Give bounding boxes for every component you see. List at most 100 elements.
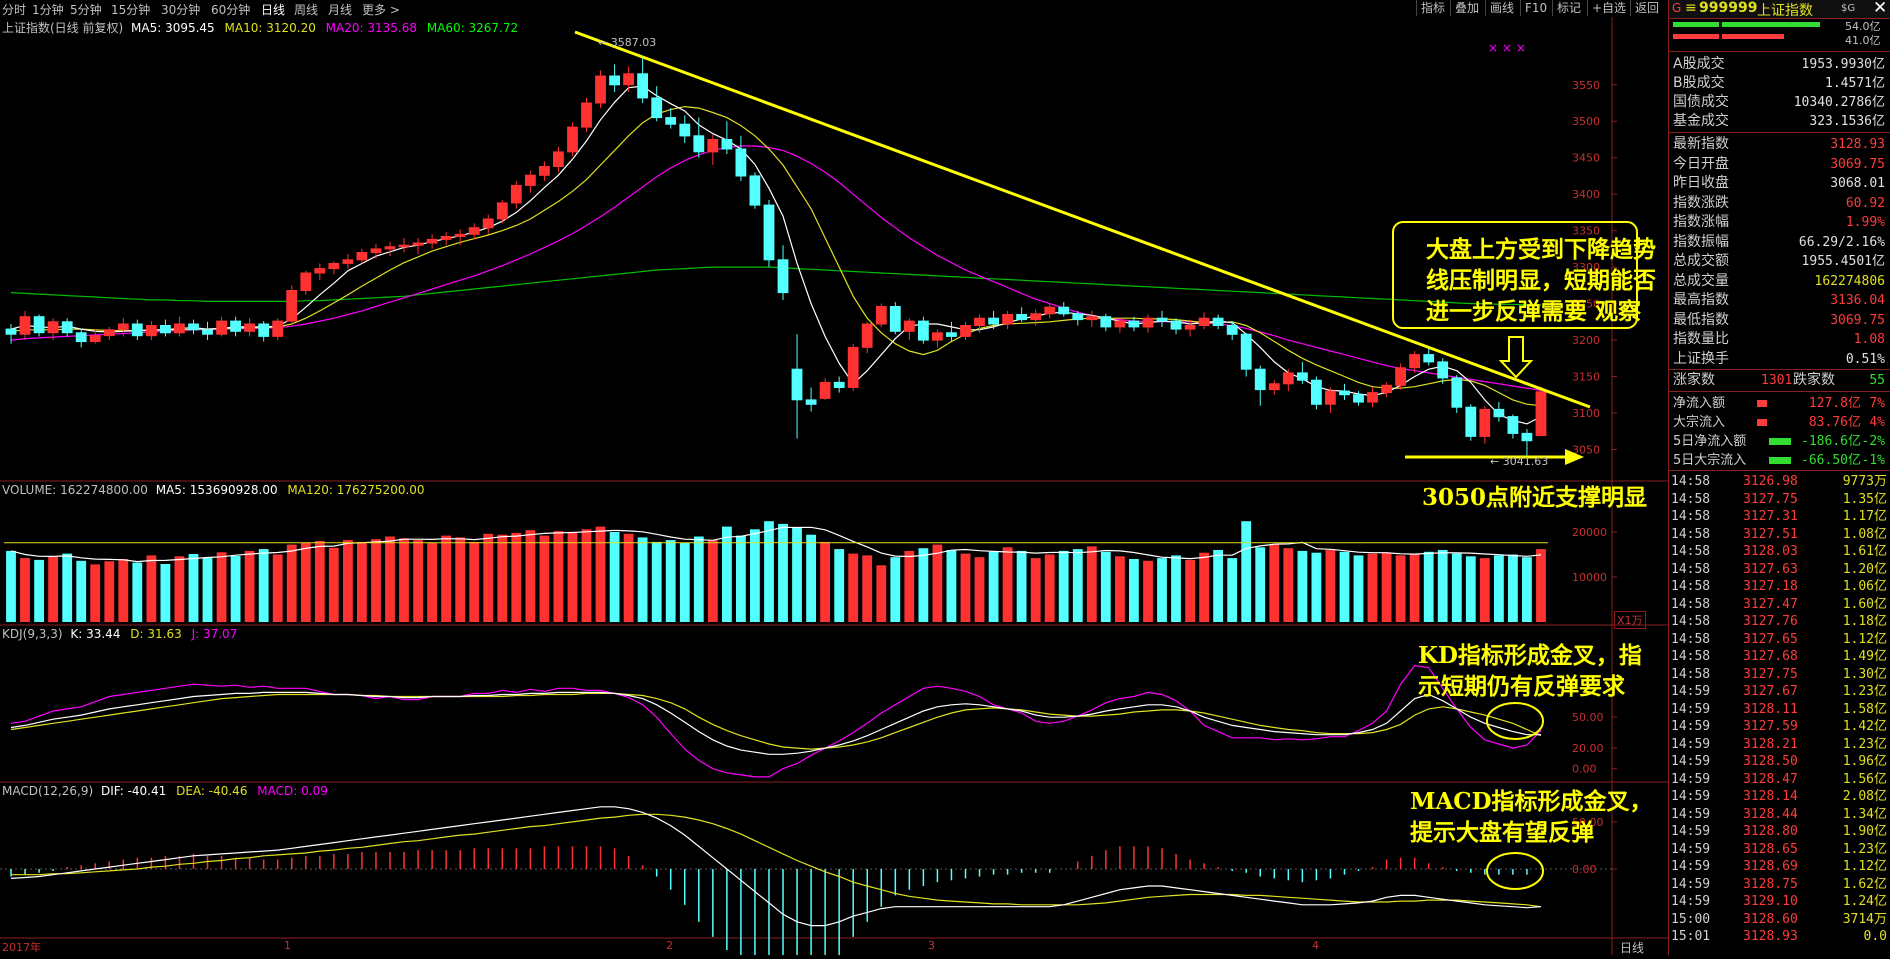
volume-bar: [48, 556, 58, 623]
tick-row: 14:59 3128.47 1.56亿: [1669, 771, 1890, 789]
volume-bar: [258, 549, 269, 622]
period-tab-5min[interactable]: 5分钟: [70, 3, 102, 17]
tick-row: 14:58 3127.65 1.12亿: [1669, 631, 1890, 649]
volume-tick-label: 10000: [1572, 571, 1607, 584]
candle-body: [258, 323, 270, 337]
kdj-j-line: [10, 664, 1542, 778]
volume-bar: [160, 564, 171, 622]
tick-row: 14:59 3129.10 1.24亿: [1669, 893, 1890, 911]
price-tick-label: 3500: [1572, 115, 1600, 128]
volume-bar: [1522, 557, 1532, 622]
corner-tag: $G: [1841, 3, 1856, 14]
candle-body: [609, 75, 621, 86]
period-tab-60min[interactable]: 60分钟: [211, 3, 251, 17]
tick-row: 14:58 3127.18 1.06亿: [1669, 578, 1890, 596]
candle-body: [1100, 316, 1112, 328]
period-tab-1min[interactable]: 1分钟: [32, 3, 64, 17]
period-tab-30min[interactable]: 30分钟: [161, 3, 201, 17]
candle-body: [805, 399, 817, 405]
tick-volume: 1.23亿: [1842, 841, 1887, 857]
ma20-legend: MA20: 3135.68: [325, 21, 417, 35]
add-watchlist-button[interactable]: +自选: [1587, 0, 1630, 16]
volume-value: VOLUME: 162274800.00: [2, 483, 148, 497]
tick-row: 14:58 3127.75 1.30亿: [1669, 666, 1890, 684]
mark-button[interactable]: 标记: [1552, 0, 1585, 16]
period-tab-more[interactable]: 更多 >: [362, 3, 400, 17]
candle-body: [426, 238, 438, 244]
indicator-button[interactable]: 指标: [1416, 0, 1449, 16]
turnover-label: A股成交: [1673, 56, 1725, 72]
candle-body: [889, 306, 901, 332]
volume-bar: [665, 540, 676, 622]
tick-row: 14:58 3127.63 1.20亿: [1669, 561, 1890, 579]
turnover-label: B股成交: [1673, 75, 1725, 91]
tick-time: 14:58: [1671, 526, 1711, 542]
flow-label: 净流入额: [1673, 396, 1726, 411]
stat-value: 0.51%: [1845, 351, 1885, 367]
tick-row: 14:58 3127.51 1.08亿: [1669, 526, 1890, 544]
period-tab-weekly[interactable]: 周线: [294, 3, 319, 17]
tick-price: 3127.63: [1743, 561, 1798, 577]
tick-time: 14:59: [1671, 789, 1711, 804]
down-arrow-icon: [1498, 336, 1534, 379]
turnover-row: B股成交 1.4571亿: [1669, 74, 1890, 93]
kline-chart-svg[interactable]: 3550350034503400335033003250320031503100…: [0, 17, 1668, 959]
stat-label: 总成交额: [1673, 253, 1729, 269]
tick-time: 14:58: [1671, 509, 1711, 524]
trend-annotation-line-2: 线压制明显，短期能否: [1426, 267, 1656, 294]
date-label-jan: 1: [284, 939, 291, 952]
tick-volume: 1.62亿: [1842, 876, 1887, 892]
price-tick-label: 3350: [1572, 225, 1600, 238]
tick-price: 3128.93: [1743, 929, 1798, 944]
index-code: 999999: [1699, 0, 1758, 16]
tick-volume: 1.58亿: [1842, 701, 1887, 717]
kdj-title: KDJ(9,3,3): [2, 627, 63, 641]
tick-volume: 1.96亿: [1842, 754, 1887, 769]
stat-row: 今日开盘 3069.75: [1669, 155, 1890, 174]
tick-row: 14:59 3128.44 1.34亿: [1669, 806, 1890, 824]
tick-time: 14:59: [1671, 771, 1711, 787]
tick-price: 3128.65: [1743, 841, 1798, 857]
volume-bar: [174, 556, 185, 622]
tick-time: 14:58: [1671, 544, 1711, 559]
price-tick-label: 3100: [1572, 407, 1600, 420]
draw-line-button[interactable]: 画线: [1485, 0, 1518, 16]
volume-bar: [6, 550, 16, 622]
volume-bar: [1115, 556, 1125, 622]
close-icon[interactable]: ✕: [1873, 0, 1888, 18]
tick-row: 14:59 3127.59 1.42亿: [1669, 718, 1890, 736]
candle-body: [1002, 314, 1014, 325]
back-button[interactable]: 返回: [1630, 0, 1663, 16]
stat-label: 今日开盘: [1673, 155, 1729, 172]
volume-bar: [76, 560, 87, 622]
kdj-d-value: D: 31.63: [130, 627, 182, 641]
tick-volume: 1.35亿: [1842, 491, 1887, 507]
volume-bar: [1072, 549, 1083, 622]
period-tab-15min[interactable]: 15分钟: [111, 3, 151, 17]
tick-price: 3128.80: [1743, 824, 1798, 839]
volume-bar: [441, 535, 451, 622]
volume-unit-label: X1万: [1614, 611, 1646, 629]
stat-value: 3128.93: [1830, 137, 1885, 152]
volume-bar: [707, 540, 718, 622]
tick-row: 14:59 3127.67 1.23亿: [1669, 683, 1890, 701]
f10-button[interactable]: F10: [1520, 0, 1551, 16]
macd-dea-line: [11, 813, 1542, 908]
overlay-button[interactable]: 叠加: [1450, 0, 1483, 16]
volume-bar: [862, 555, 873, 622]
candle-body: [721, 139, 733, 150]
candle-body: [1395, 367, 1406, 386]
volume-bar: [272, 554, 283, 622]
candle-body: [988, 317, 1000, 325]
period-tab-daily[interactable]: 日线: [261, 3, 286, 17]
period-tab-intraday[interactable]: 分时: [2, 3, 27, 17]
kdj-d-line: [10, 692, 1542, 750]
period-tab-monthly[interactable]: 月线: [328, 3, 353, 17]
kline-chart-area[interactable]: 3550 3500 3450 3400 3350 3300 3250 3200 3150 3100…: [0, 17, 1668, 959]
candle-body: [1381, 384, 1392, 394]
macd-dea-value: DEA: -40.46: [176, 784, 248, 798]
candle-body: [1451, 377, 1463, 408]
tick-price: 3127.65: [1743, 631, 1798, 647]
volume-bar: [1325, 550, 1336, 622]
stat-row: 指数量比 1.08: [1669, 330, 1890, 349]
